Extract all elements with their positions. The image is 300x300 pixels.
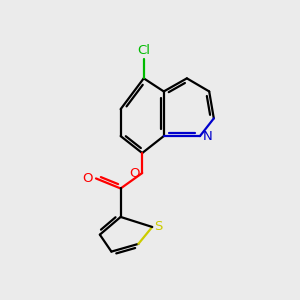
Text: S: S	[154, 220, 163, 233]
Text: O: O	[129, 167, 140, 180]
Text: N: N	[203, 130, 213, 142]
Text: O: O	[82, 172, 93, 185]
Text: Cl: Cl	[137, 44, 150, 57]
